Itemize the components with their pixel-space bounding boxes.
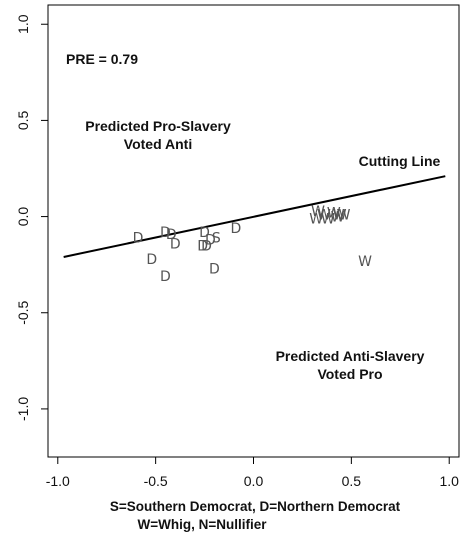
data-point: W — [331, 210, 345, 226]
x-caption-line2: W=Whig, N=Nullifier — [137, 517, 267, 532]
x-tick-label: 0.0 — [244, 473, 264, 489]
data-point: W — [358, 254, 372, 270]
data-point: D — [201, 238, 212, 254]
data-point: W — [333, 208, 347, 224]
x-caption-line1: S=Southern Democrat, D=Northern Democrat — [110, 499, 401, 514]
anti-slavery-annotation-line1: Predicted Anti-Slavery — [276, 348, 425, 364]
y-axis: 1.0 0.5 0.0 -0.5 -1.0 — [15, 14, 48, 421]
data-point: S — [212, 231, 221, 247]
cutting-line — [63, 175, 446, 258]
pro-slavery-annotation-line1: Predicted Pro-Slavery — [85, 118, 231, 134]
data-point: D — [199, 225, 210, 241]
data-point: D — [166, 227, 177, 243]
data-point: W — [309, 211, 323, 227]
x-tick-label: -0.5 — [144, 473, 168, 489]
data-point: D — [146, 252, 157, 268]
plot-frame — [47, 4, 460, 458]
data-point: W — [337, 208, 351, 224]
y-tick-label: 0.5 — [15, 110, 31, 130]
data-point: D — [197, 238, 208, 254]
y-tick-label: 1.0 — [15, 14, 31, 34]
data-point: D — [133, 231, 144, 247]
data-point: W — [317, 208, 331, 224]
data-point: D — [209, 262, 220, 278]
data-point: D — [160, 269, 171, 285]
y-tick-label: -1.0 — [15, 397, 31, 421]
y-tick-label: -0.5 — [15, 300, 31, 324]
data-point: D — [170, 237, 181, 253]
data-point: W — [321, 211, 335, 227]
data-point: D — [230, 221, 241, 237]
pre-annotation: PRE = 0.79 — [66, 51, 138, 67]
x-axis: -1.0 -0.5 0.0 0.5 1.0 — [46, 457, 459, 489]
data-point: W — [311, 204, 325, 220]
data-point: W — [327, 206, 341, 222]
x-tick-label: 1.0 — [439, 473, 459, 489]
anti-slavery-annotation-line2: Voted Pro — [317, 366, 382, 382]
pro-slavery-annotation-line2: Voted Anti — [124, 136, 192, 152]
data-point: D — [205, 233, 216, 249]
cutting-line-label: Cutting Line — [359, 153, 441, 169]
y-tick-label: 0.0 — [15, 207, 31, 227]
x-tick-label: 0.5 — [342, 473, 362, 489]
data-point: D — [160, 225, 171, 241]
x-tick-label: -1.0 — [46, 473, 70, 489]
